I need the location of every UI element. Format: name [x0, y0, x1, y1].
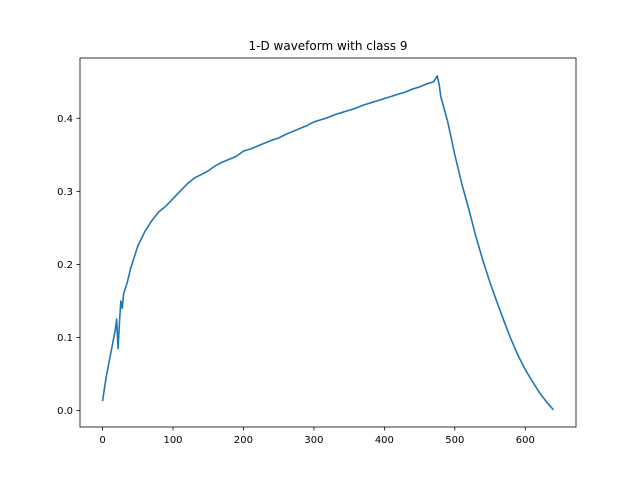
- y-tick-label: 0.3: [57, 187, 73, 198]
- x-tick-label: 600: [516, 435, 535, 446]
- y-tick-label: 0.1: [57, 333, 73, 344]
- y-tick-label: 0.4: [57, 114, 73, 125]
- chart-title: 1-D waveform with class 9: [249, 39, 408, 53]
- axes: 0 100 200 300 400 500 600 0.0 0.1 0.2 0.3 0.4: [57, 57, 577, 446]
- x-tick-label: 0: [99, 435, 105, 446]
- x-tick-label: 200: [234, 435, 253, 446]
- x-tick-label: 400: [375, 435, 394, 446]
- axes-frame: [79, 57, 577, 428]
- x-tick-label: 500: [445, 435, 464, 446]
- plot-area: [101, 75, 555, 411]
- y-tick-label: 0.2: [57, 260, 73, 271]
- y-tick-label: 0.0: [57, 406, 73, 417]
- x-tick-label: 100: [163, 435, 182, 446]
- series-line-0: [101, 75, 555, 411]
- x-tick-label: 300: [304, 435, 323, 446]
